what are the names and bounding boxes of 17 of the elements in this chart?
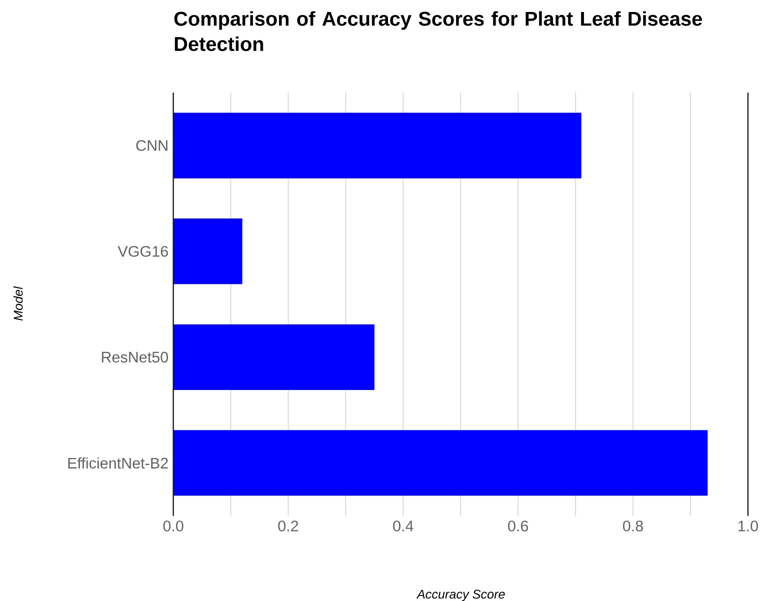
bar bbox=[173, 218, 242, 284]
x-tick-label: 0.4 bbox=[393, 520, 414, 532]
bar bbox=[173, 112, 582, 178]
y-tick-label: EfficientNet-B2 bbox=[68, 457, 168, 469]
x-tick-label: 0.6 bbox=[508, 520, 528, 532]
y-tick-label: ResNet50 bbox=[102, 352, 168, 362]
y-tick-label: CNN bbox=[136, 140, 168, 151]
bar bbox=[173, 324, 374, 390]
x-tick-label: 1.0 bbox=[738, 520, 758, 532]
chart-title: Comparison of Accuracy Scores for Plant Leaf Disease Detection bbox=[174, 11, 702, 51]
x-tick-label: 0.8 bbox=[623, 520, 643, 532]
x-tick-label: 0.0 bbox=[163, 520, 184, 532]
bar bbox=[173, 430, 708, 496]
y-axis-title: Model bbox=[13, 286, 23, 320]
y-tick-label: VGG16 bbox=[118, 246, 168, 257]
x-axis-title: Accuracy Score bbox=[416, 590, 505, 601]
x-tick-label: 0.2 bbox=[278, 520, 298, 532]
